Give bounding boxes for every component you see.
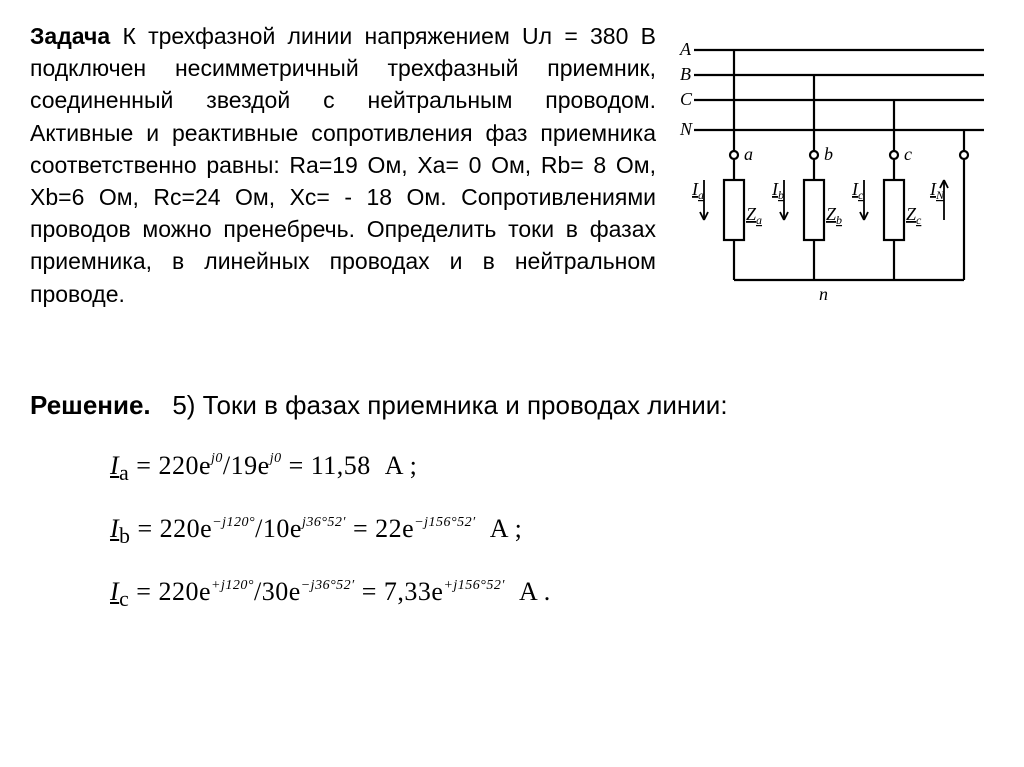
solution-label: Решение. (30, 390, 151, 420)
circuit-diagram: A B C N a b c (674, 20, 994, 320)
tap-a: a (744, 144, 753, 164)
problem-body: К трехфазной линии напряжением Uл = 380 … (30, 23, 656, 307)
solution-heading: Решение. 5) Токи в фазах приемника и про… (30, 390, 994, 421)
svg-text:Za: Za (746, 204, 762, 227)
equation-Ic: Ic = 220e+j120°/30e−j36°52′ = 7,33e+j156… (110, 577, 994, 612)
tap-c: c (904, 144, 912, 164)
line-label-B: B (680, 64, 691, 84)
problem-text: Задача К трехфазной линии напряжением Uл… (30, 20, 656, 310)
svg-text:Ic: Ic (851, 179, 864, 202)
equation-block: Ia = 220ej0/19ej0 = 11,58 A ; Ib = 220e−… (30, 451, 994, 613)
top-row: Задача К трехфазной линии напряжением Uл… (30, 20, 994, 320)
svg-text:Zc: Zc (906, 204, 922, 227)
line-label-A: A (679, 39, 692, 59)
line-label-N: N (679, 119, 693, 139)
svg-text:Ib: Ib (771, 179, 784, 202)
svg-text:Zb: Zb (826, 204, 842, 227)
neutral-node: n (819, 284, 828, 304)
problem-label: Задача (30, 23, 110, 49)
equation-Ia: Ia = 220ej0/19ej0 = 11,58 A ; (110, 451, 994, 486)
svg-text:Ia: Ia (691, 179, 704, 202)
line-label-C: C (680, 89, 693, 109)
solution-step: 5) Токи в фазах приемника и проводах лин… (172, 390, 727, 420)
tap-b: b (824, 144, 833, 164)
equation-Ib: Ib = 220e−j120°/10ej36°52′ = 22e−j156°52… (110, 514, 994, 549)
